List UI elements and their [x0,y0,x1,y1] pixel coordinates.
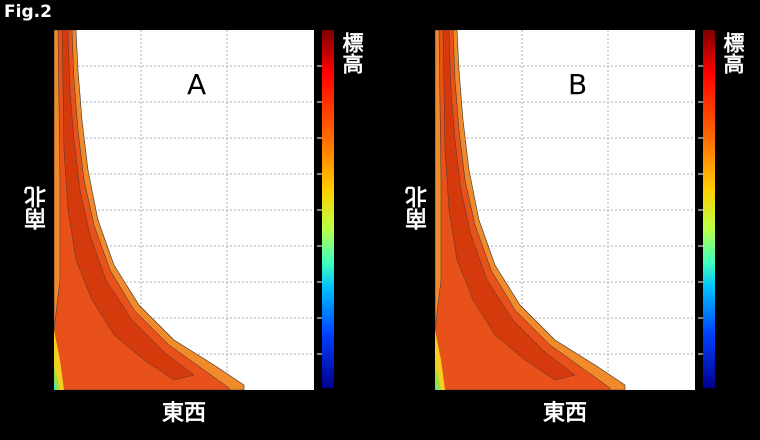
colorbar-b [703,30,715,388]
colorbar-ticks-a [317,65,322,355]
grid-a [54,30,314,390]
figure-label: Fig.2 [4,2,52,22]
colorbar-label-b: 標高 [721,32,745,74]
colorbar-label-a: 標高 [340,32,364,74]
y-axis-label-a: 南北 [25,186,50,230]
panel-a-letter: A [187,68,207,101]
x-axis-label-b: 東西 [543,401,588,426]
panel-a-plot: A [54,30,314,390]
colorbar-ticks-b [698,65,703,355]
x-axis-label-a: 東西 [162,401,207,426]
colorbar-a [322,30,334,388]
panel-b-plot: B [435,30,695,390]
contour-map-a [54,30,314,390]
y-axis-label-b: 南北 [406,186,431,230]
panel-b-letter: B [568,68,588,101]
contour-map-b [435,30,695,390]
